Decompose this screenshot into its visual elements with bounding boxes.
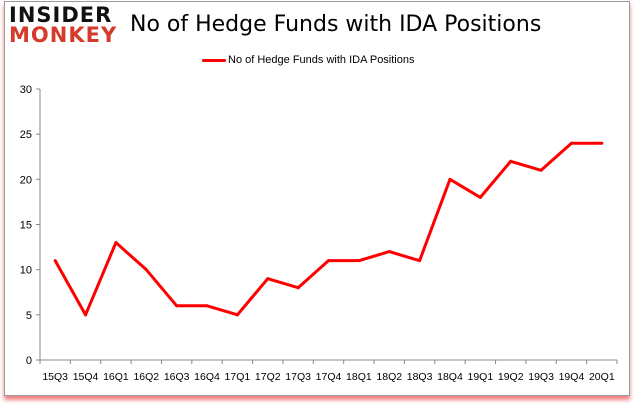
data-point: [448, 177, 452, 181]
data-point: [235, 313, 239, 317]
x-tick-label: 18Q2: [376, 371, 402, 383]
y-tick-label: 25: [20, 129, 32, 141]
data-point: [205, 304, 209, 308]
x-tick-label: 16Q2: [133, 371, 159, 383]
x-tick-label: 18Q3: [407, 371, 433, 383]
logo-line1: INSIDER: [9, 3, 113, 27]
legend-swatch: [202, 58, 226, 62]
x-tick-label: 17Q4: [316, 371, 342, 383]
data-point: [144, 268, 148, 272]
x-tick-label: 15Q3: [42, 371, 68, 383]
data-point: [539, 168, 543, 172]
insider-monkey-logo: INSIDER MONKEY: [9, 3, 118, 47]
data-point: [84, 313, 88, 317]
x-tick-label: 19Q2: [498, 371, 524, 383]
x-tick-label: 18Q1: [346, 371, 372, 383]
x-tick-label: 16Q1: [103, 371, 129, 383]
x-tick-label: 19Q4: [559, 371, 585, 383]
series-line: [53, 141, 602, 317]
x-tick-label: 20Q1: [589, 371, 615, 383]
x-tick-label: 16Q4: [194, 371, 220, 383]
data-point: [175, 304, 179, 308]
y-tick-label: 30: [20, 84, 32, 96]
data-point: [266, 277, 270, 281]
y-tick-label: 20: [20, 174, 32, 186]
data-point: [114, 241, 118, 245]
logo-line2: MONKEY: [9, 22, 118, 47]
x-tick-label: 17Q1: [225, 371, 251, 383]
data-point: [418, 259, 422, 263]
data-point: [569, 141, 573, 145]
data-point: [478, 195, 482, 199]
data-point: [509, 159, 513, 163]
chart-frame: [4, 1, 630, 396]
y-tick-label: 15: [20, 220, 32, 232]
legend-label: No of Hedge Funds with IDA Positions: [228, 54, 415, 66]
chart-title: No of Hedge Funds with IDA Positions: [130, 12, 542, 37]
y-tick-label: 0: [26, 355, 32, 367]
data-point: [53, 259, 57, 263]
data-point: [327, 259, 330, 263]
legend: No of Hedge Funds with IDA Positions: [202, 54, 414, 66]
data-point: [600, 141, 604, 145]
x-tick-label: 17Q2: [255, 371, 281, 383]
x-tick-label: 17Q3: [285, 371, 311, 383]
x-tick-label: 16Q3: [164, 371, 190, 383]
x-tick-label: 19Q3: [528, 371, 554, 383]
x-tick-label: 18Q4: [437, 371, 463, 383]
data-point: [357, 259, 361, 263]
y-tick-label: 10: [20, 265, 32, 277]
y-tick-label: 5: [26, 310, 32, 322]
x-tick-label: 15Q4: [73, 371, 99, 383]
data-point: [296, 286, 300, 290]
x-tick-label: 19Q1: [467, 371, 493, 383]
data-point: [387, 250, 391, 254]
